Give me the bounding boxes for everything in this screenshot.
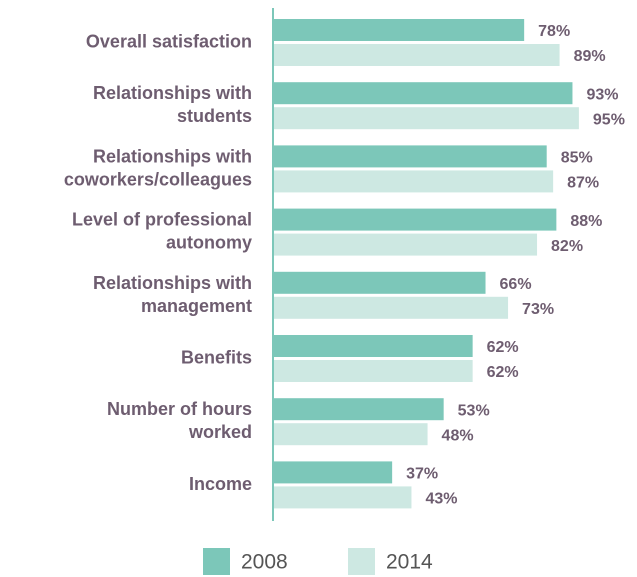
category-label: Relationships with coworkers/colleagues <box>64 146 252 189</box>
value-label: 53% <box>458 402 490 419</box>
category-label: Number of hours worked <box>107 399 252 442</box>
category-label: Level of professional autonomy <box>72 209 252 252</box>
bar <box>273 296 509 319</box>
bar <box>273 233 538 256</box>
bar <box>273 486 412 509</box>
category-label: Income <box>189 474 252 494</box>
value-label: 89% <box>574 48 606 65</box>
bar <box>273 107 579 130</box>
value-label: 43% <box>425 491 457 508</box>
value-label: 82% <box>551 238 583 255</box>
bar <box>273 44 560 66</box>
bar <box>273 170 554 193</box>
value-label: 78% <box>538 23 570 40</box>
value-label: 95% <box>593 111 625 128</box>
value-label: 93% <box>586 86 618 103</box>
category-label: Relationships with students <box>93 83 252 126</box>
legend-swatch <box>348 548 375 575</box>
value-label: 73% <box>522 301 554 318</box>
category-label: Relationships with management <box>93 273 252 316</box>
bar <box>273 19 525 41</box>
bar <box>273 423 428 446</box>
bar <box>273 461 393 484</box>
bar <box>273 335 473 357</box>
legend-label: 2014 <box>386 551 433 574</box>
legend-swatch <box>203 548 230 575</box>
bar <box>273 82 573 105</box>
value-label: 88% <box>570 213 602 230</box>
bar <box>273 145 547 168</box>
bar <box>273 271 486 294</box>
value-label: 48% <box>442 427 474 444</box>
value-label: 62% <box>487 364 519 381</box>
value-label: 37% <box>406 466 438 483</box>
value-label: 87% <box>567 175 599 192</box>
bar <box>273 398 444 421</box>
category-label: Benefits <box>181 347 252 367</box>
category-label: Overall satisfaction <box>86 31 252 51</box>
bar <box>273 208 557 231</box>
value-label: 85% <box>561 150 593 167</box>
legend-label: 2008 <box>241 551 288 574</box>
value-label: 62% <box>487 339 519 356</box>
value-label: 66% <box>500 276 532 293</box>
bar <box>273 360 473 382</box>
